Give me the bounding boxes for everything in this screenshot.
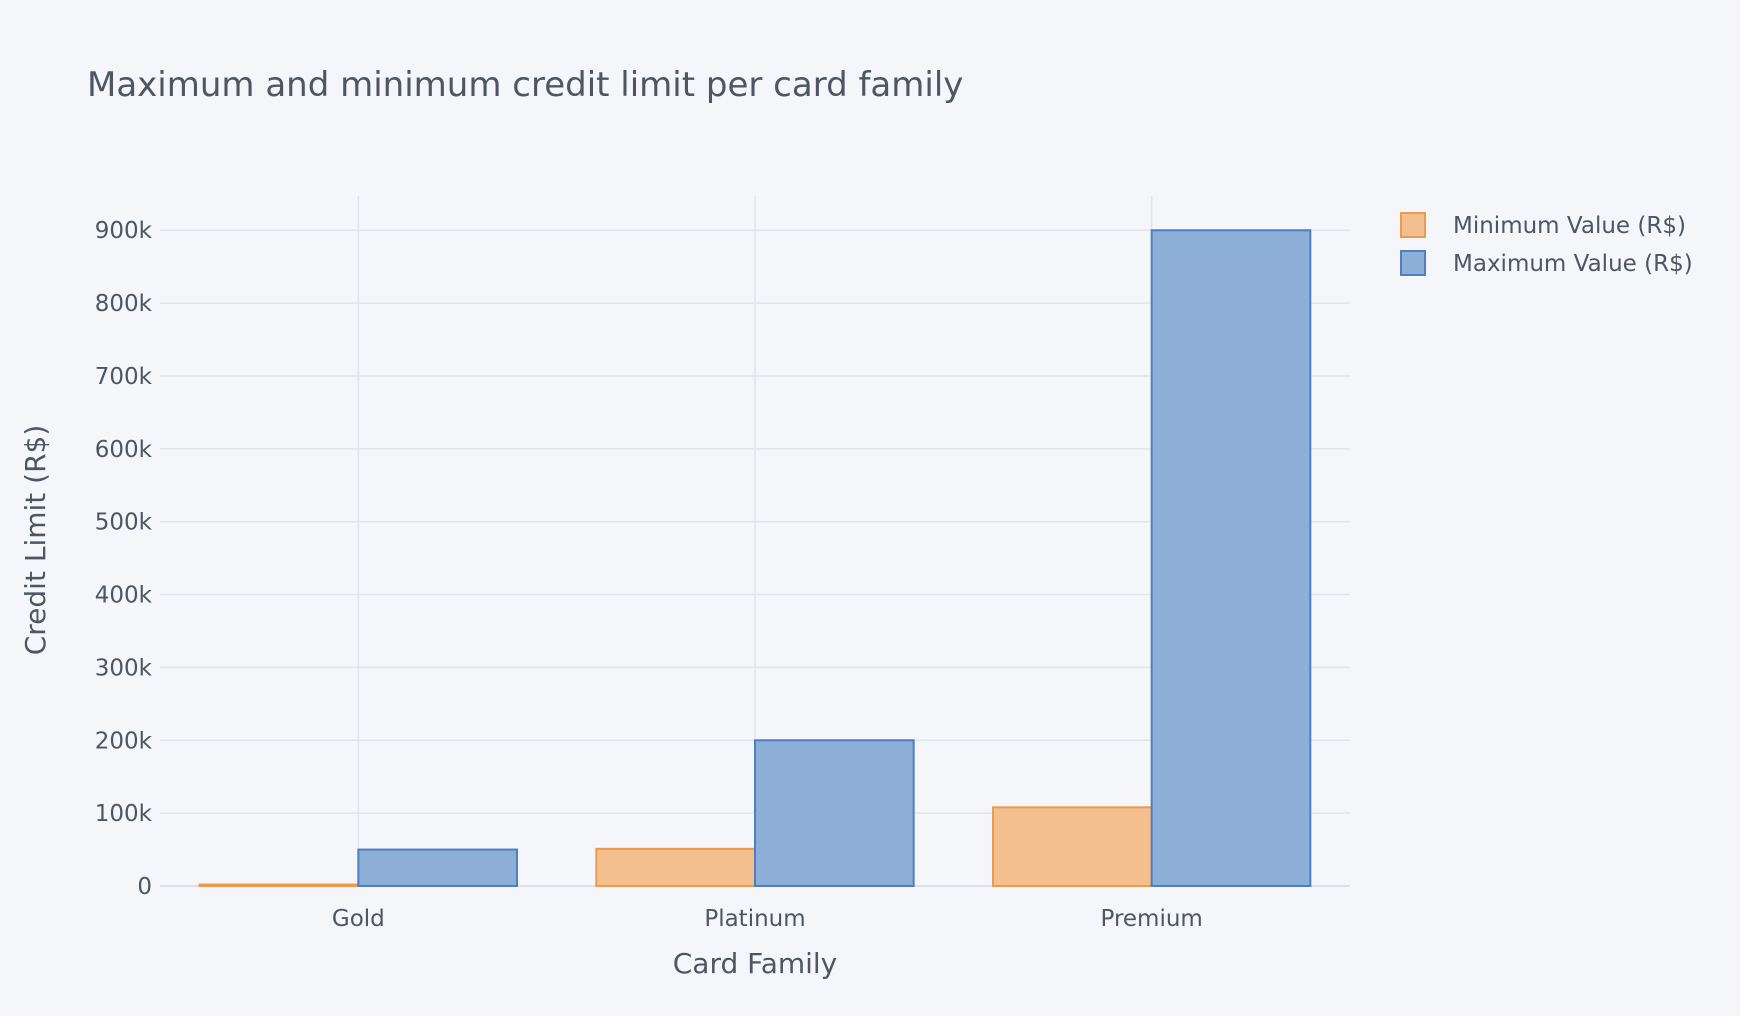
y-tick-label: 200k bbox=[95, 728, 153, 754]
x-axis-label: Card Family bbox=[673, 947, 838, 980]
bar-minimum-premium[interactable] bbox=[992, 806, 1153, 887]
y-tick-label: 0 bbox=[137, 874, 152, 900]
y-tick-label: 400k bbox=[95, 583, 153, 609]
y-tick-label: 600k bbox=[95, 437, 153, 463]
y-axis-label: Credit Limit (R$) bbox=[19, 425, 52, 656]
legend-swatch-maximum[interactable] bbox=[1400, 250, 1426, 276]
x-tick-label: Gold bbox=[332, 906, 385, 932]
bars[interactable] bbox=[198, 229, 1312, 888]
bar-maximum-gold[interactable] bbox=[357, 848, 519, 887]
bar-maximum-premium[interactable] bbox=[1150, 229, 1312, 887]
y-tick-label: 700k bbox=[95, 364, 153, 390]
y-tick-label: 800k bbox=[95, 291, 153, 317]
legend-label-minimum[interactable]: Minimum Value (R$) bbox=[1453, 213, 1686, 239]
bar-minimum-platinum[interactable] bbox=[595, 847, 756, 888]
x-axis-ticks: Gold Platinum Premium bbox=[332, 906, 1203, 932]
chart-title: Maximum and minimum credit limit per car… bbox=[87, 65, 963, 105]
legend-swatch-minimum[interactable] bbox=[1400, 212, 1426, 238]
bar-maximum-platinum[interactable] bbox=[754, 739, 915, 888]
y-axis-ticks: 0 100k 200k 300k 400k 500k 600k 700k 800k 900k bbox=[95, 218, 153, 900]
y-tick-label: 500k bbox=[95, 510, 153, 536]
legend-label-maximum[interactable]: Maximum Value (R$) bbox=[1453, 251, 1693, 277]
bar-minimum-gold[interactable] bbox=[198, 883, 360, 888]
y-tick-label: 100k bbox=[95, 801, 153, 827]
y-tick-label: 300k bbox=[95, 655, 153, 681]
x-tick-label: Platinum bbox=[704, 906, 805, 932]
legend[interactable]: Minimum Value (R$) Maximum Value (R$) bbox=[1400, 212, 1693, 277]
y-tick-label: 900k bbox=[95, 218, 153, 244]
x-tick-label: Premium bbox=[1100, 906, 1202, 932]
